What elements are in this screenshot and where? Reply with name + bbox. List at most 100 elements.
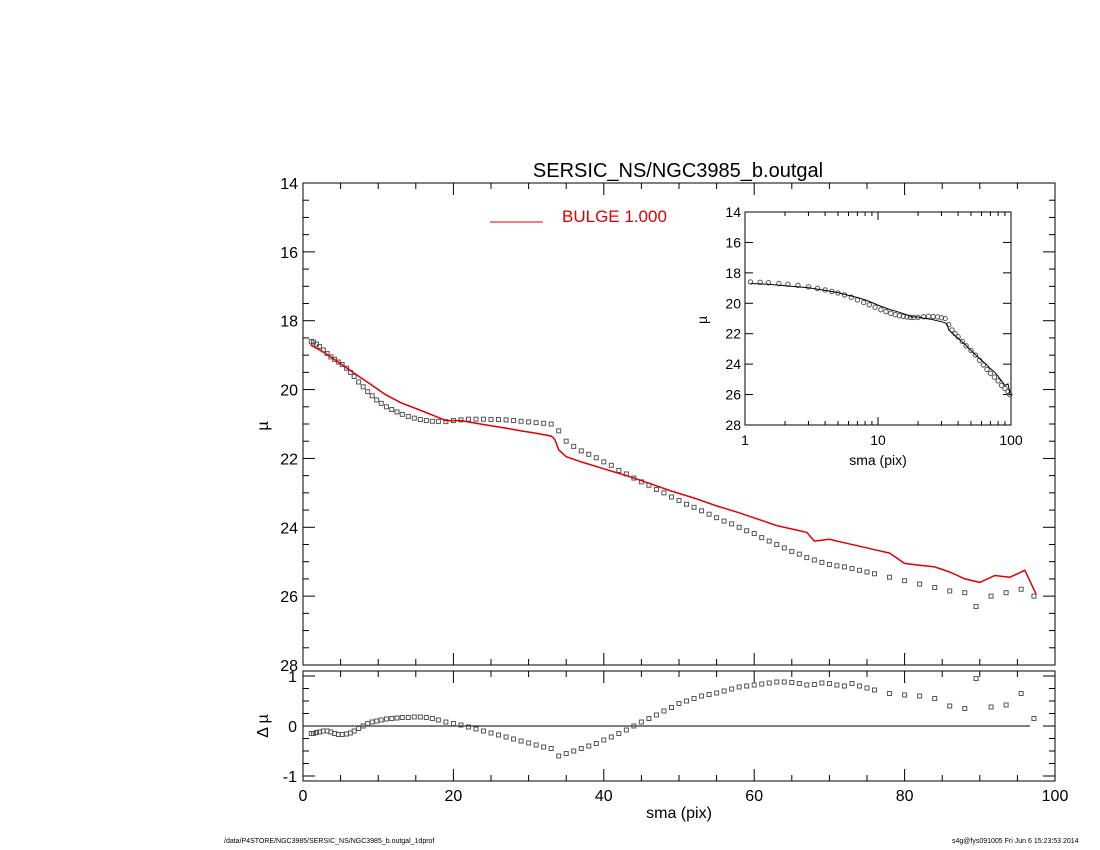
residual-point: [593, 741, 599, 746]
residual-point: [378, 717, 384, 723]
data-point: [988, 593, 994, 599]
data-point: [706, 511, 712, 517]
data-point: [541, 420, 547, 426]
inset-point: [866, 302, 872, 308]
data-point: [369, 393, 375, 399]
inset-point: [987, 370, 994, 376]
residual-point: [586, 743, 592, 749]
residual-point: [623, 727, 629, 733]
data-point: [435, 419, 441, 425]
inset-point: [1002, 385, 1008, 392]
residual-y-tick-label: -1: [283, 769, 297, 786]
inset-x-axis: 1 10 100: [741, 212, 1023, 448]
data-point: [417, 417, 423, 423]
data-point: [383, 404, 389, 410]
inset-x-tick-label: 10: [870, 432, 886, 448]
y-tick-label: 28: [280, 658, 298, 675]
residual-point: [638, 719, 644, 725]
x-tick-label: 60: [745, 788, 763, 805]
residual-point: [411, 714, 417, 720]
data-point: [766, 538, 772, 544]
main-y-axis-label: µ: [255, 421, 272, 430]
residual-point: [744, 683, 750, 689]
inset-point: [747, 279, 754, 285]
data-point: [902, 578, 908, 584]
data-point: [339, 361, 345, 367]
inset-point: [907, 314, 914, 320]
residual-point: [988, 704, 994, 710]
data-point: [351, 373, 357, 379]
residual-point: [826, 681, 832, 686]
data-point: [947, 588, 953, 594]
data-point: [608, 462, 614, 468]
residual-point: [973, 676, 979, 681]
inset-y-tick-label: 20: [725, 295, 741, 311]
data-point: [774, 542, 780, 547]
residual-point: [887, 691, 893, 696]
data-point: [751, 530, 757, 536]
data-point: [849, 566, 855, 572]
inset-point: [920, 313, 927, 320]
residual-point: [314, 730, 320, 735]
inset-point: [963, 343, 969, 349]
data-point: [973, 603, 979, 609]
residual-point: [556, 753, 562, 759]
residual-point: [766, 680, 772, 686]
data-point: [429, 418, 435, 424]
residual-y-axis-label: Δ µ: [255, 714, 272, 737]
residual-point: [804, 682, 810, 688]
residual-point: [369, 719, 375, 725]
residual-point: [423, 715, 429, 720]
data-point: [399, 411, 405, 417]
data-point: [804, 555, 810, 561]
data-point: [332, 356, 338, 362]
x-axis-label: sma (pix): [646, 805, 712, 822]
residual-point: [429, 716, 435, 721]
residual-point: [1003, 702, 1009, 708]
data-point: [394, 409, 400, 415]
residual-point: [511, 736, 517, 742]
residual-point: [533, 742, 539, 748]
residual-point: [668, 705, 674, 710]
data-point: [819, 559, 825, 565]
residual-point: [465, 724, 471, 730]
residual-point: [902, 692, 908, 698]
data-point: [480, 416, 486, 422]
x-tick-label: 80: [896, 788, 914, 805]
inset-y-tick-label: 14: [725, 204, 741, 220]
inset-point: [765, 280, 772, 286]
inset-y-tick-label: 24: [725, 356, 741, 372]
residual-point: [947, 703, 953, 709]
residual-point: [496, 732, 502, 738]
inset-point: [995, 378, 1001, 384]
data-point: [571, 443, 577, 449]
data-point: [356, 379, 362, 385]
inset-y-tick-label: 22: [725, 326, 741, 342]
inset-point: [872, 304, 878, 310]
data-point: [684, 501, 690, 507]
data-point: [676, 497, 682, 503]
data-point: [578, 448, 584, 454]
inset-point: [991, 374, 998, 380]
residual-point: [714, 690, 720, 696]
data-point: [533, 420, 539, 426]
data-point: [887, 574, 893, 580]
residual-point: [311, 731, 317, 736]
data-point: [744, 528, 750, 534]
data-point: [796, 551, 802, 557]
data-point: [443, 419, 449, 425]
inset-point: [883, 308, 889, 315]
residual-point: [458, 722, 464, 728]
data-point: [864, 569, 870, 575]
main-y-axis: 14 16 18 20 22 24 26 28: [280, 176, 1055, 675]
residual-point: [518, 738, 524, 744]
residual-point: [759, 681, 765, 687]
data-point: [834, 563, 840, 569]
residual-point: [864, 685, 870, 691]
residual-point: [383, 716, 389, 722]
inset-y-axis: 14 16 18 20 22 24 26 28: [725, 204, 1011, 433]
data-point: [714, 515, 720, 521]
data-point: [365, 389, 371, 395]
residual-point: [789, 680, 795, 685]
residual-point: [684, 698, 690, 704]
